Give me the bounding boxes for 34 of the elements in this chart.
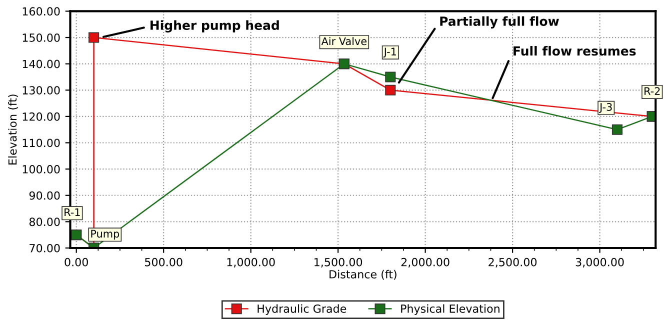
x-tick-label: 0.00 xyxy=(64,258,88,266)
y-tick-label: 140.00 xyxy=(22,60,60,68)
annotation: J-1 xyxy=(383,48,396,58)
annotation: Partially full flow xyxy=(440,16,559,28)
annotation: Air Valve xyxy=(321,37,367,46)
point xyxy=(88,32,100,43)
annotation: J-3 xyxy=(599,103,612,113)
y-tick-label: 150.00 xyxy=(22,33,60,42)
point xyxy=(385,72,396,82)
annotation: R-1 xyxy=(64,208,80,216)
point xyxy=(612,124,623,135)
annotation: Full flow resumes xyxy=(514,46,636,56)
y-tick-label: 80.00 xyxy=(29,218,60,226)
y-tick-label: 110.00 xyxy=(22,138,60,148)
annotation: Higher pump head xyxy=(150,20,279,32)
x-tick-label: 1,000.00 xyxy=(227,258,275,268)
y-tick-label: 160.00 xyxy=(22,7,60,16)
y-tick-label: 90.00 xyxy=(29,191,60,200)
x-axis-title: Distance (ft) xyxy=(330,270,396,280)
x-tick-label: 3,000.00 xyxy=(576,258,624,268)
point xyxy=(385,84,396,96)
y-tick-label: 130.00 xyxy=(22,86,60,95)
y-tick-label: 70.00 xyxy=(30,244,60,252)
legend-label: Hydraulic Grade xyxy=(258,304,346,315)
annotation: R-2 xyxy=(644,87,660,95)
x-tick-label: 500.00 xyxy=(145,258,182,266)
x-tick-label: 2,500.00 xyxy=(488,258,537,268)
x-tick-label: 1,500.00 xyxy=(314,258,362,268)
y-tick-label: 120.00 xyxy=(22,112,60,121)
y-tick-label: 100.00 xyxy=(22,165,60,174)
legend-label: Physical Elevation xyxy=(401,304,500,315)
annotation: Pump xyxy=(91,230,120,240)
x-tick-label: 2,000.00 xyxy=(401,258,450,268)
y-axis-title: Elevation (ft) xyxy=(8,94,18,164)
